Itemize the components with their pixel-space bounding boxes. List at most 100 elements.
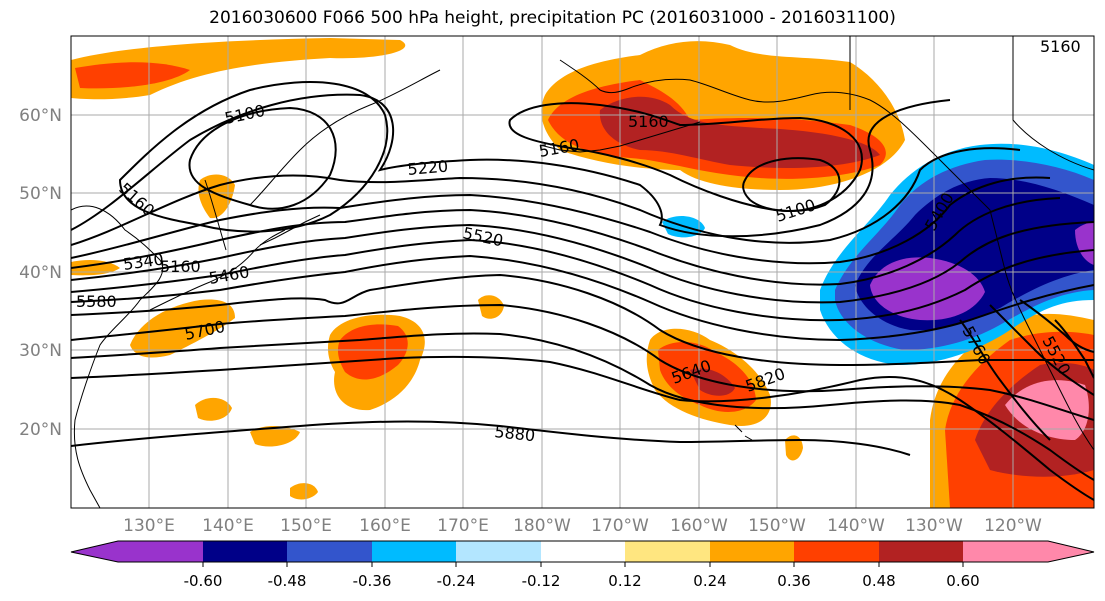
contour-5700-east — [989, 304, 1094, 396]
colorbar-tick-label: -0.60 — [184, 572, 223, 590]
lon-label: 160°W — [670, 516, 728, 536]
lon-label: 140°W — [827, 516, 885, 536]
precip-patch-neg-purple-east — [1075, 222, 1094, 265]
contour-5340 — [71, 176, 1051, 265]
lat-label: 60°N — [19, 106, 62, 126]
contour-5640-east — [1019, 299, 1094, 353]
precip-patch-small-2 — [195, 397, 232, 421]
colorbar-arrow-low — [71, 541, 118, 562]
coast-kurils — [259, 214, 321, 246]
coast-hawaii — [734, 424, 753, 441]
colorbar-tick-label: -0.12 — [522, 572, 561, 590]
colorbar-tick-label: -0.48 — [268, 572, 307, 590]
precip-patch-hawaii-dark — [690, 368, 735, 396]
colorbar-ticks — [202, 562, 964, 567]
colorbar-bin — [372, 541, 456, 562]
lat-label: 30°N — [19, 341, 62, 361]
coast-asia-east — [71, 205, 163, 508]
colorbar-bin — [794, 541, 879, 562]
coast-north-america — [989, 209, 1094, 451]
lon-label: 170°W — [591, 516, 649, 536]
coast-kamchatka — [249, 69, 441, 206]
precip-patch-small-5 — [785, 435, 803, 461]
precip-patch-nw-strip-core — [75, 62, 190, 89]
latitude-labels: 60°N 50°N 40°N 30°N 20°N — [19, 106, 62, 440]
colorbar-bin — [456, 541, 541, 562]
colorbar-outline — [70, 540, 1095, 563]
graticule — [71, 36, 1094, 508]
colorbar-bin — [625, 541, 710, 562]
contour-5220 — [71, 93, 951, 238]
contour-5160-alaska — [508, 102, 863, 212]
height-contours — [71, 81, 1094, 501]
colorbar: -0.60 -0.48 -0.36 -0.24 -0.12 0.12 0.24 … — [70, 540, 1095, 590]
coastlines — [71, 36, 1094, 508]
contour-5760-east — [959, 319, 1051, 441]
contour-label: 5580 — [76, 292, 117, 311]
precipitation-shading — [71, 38, 1094, 508]
colorbar-arrow-high — [1048, 541, 1094, 562]
colorbar-tick-label: 0.12 — [608, 572, 641, 590]
contour-5280 — [71, 147, 1021, 246]
contour-5760 — [71, 332, 1094, 481]
lon-label: 170°E — [437, 516, 489, 536]
contour-label: 5160 — [1040, 37, 1081, 56]
lon-label: 180°W — [513, 516, 571, 536]
contour-5640 — [71, 273, 1094, 367]
colorbar-tick-label: -0.24 — [437, 572, 476, 590]
colorbar-bin — [118, 541, 203, 562]
contour-5100-west — [188, 106, 337, 210]
contour-5580 — [71, 254, 1094, 342]
colorbar-tick-labels: -0.60 -0.48 -0.36 -0.24 -0.12 0.12 0.24 … — [184, 572, 980, 590]
precip-patch-nw-strip — [71, 38, 406, 100]
lon-label: 130°E — [123, 516, 175, 536]
contour-5400 — [71, 197, 1061, 286]
contour-5820 — [71, 355, 1094, 501]
colorbar-tick-label: 0.36 — [777, 572, 810, 590]
coast-alaska-west — [559, 59, 991, 211]
colorbar-bin — [203, 541, 287, 562]
longitude-labels: 130°E 140°E 150°E 160°E 170°E 180°W 170°… — [123, 516, 1042, 536]
contour-5100-alaska — [742, 157, 841, 213]
lon-label: 150°E — [280, 516, 332, 536]
colorbar-tick-label: 0.60 — [946, 572, 979, 590]
contour-label: 5220 — [407, 157, 449, 179]
precip-patch-small-4 — [290, 483, 318, 500]
lat-label: 40°N — [19, 263, 62, 283]
map-title: 2016030600 F066 500 hPa height, precipit… — [209, 8, 896, 28]
lon-label: 150°W — [748, 516, 806, 536]
contour-label: 5160 — [628, 112, 669, 131]
precip-patch-japan-north — [198, 174, 235, 219]
precip-patch-se-pink — [1005, 380, 1089, 440]
coast-aleutians — [539, 121, 701, 153]
map-frame — [70, 35, 1095, 509]
lat-label: 50°N — [19, 184, 62, 204]
lat-label: 20°N — [19, 420, 62, 440]
contour-5700 — [71, 303, 1094, 421]
colorbar-bin — [710, 541, 794, 562]
coast-sakhalin — [204, 179, 227, 251]
colorbar-tick-label: 0.24 — [693, 572, 726, 590]
precip-patch-small-1 — [478, 295, 504, 319]
coast-canada-border — [849, 36, 1094, 171]
colorbar-bin — [541, 541, 625, 562]
colorbar-bin — [963, 541, 1048, 562]
precip-patch-small-3 — [250, 426, 300, 447]
colorbar-tick-label: -0.36 — [353, 572, 392, 590]
lon-label: 140°E — [202, 516, 254, 536]
contour-5880 — [71, 420, 911, 456]
coast-japan — [149, 229, 286, 311]
contour-5520 — [71, 238, 1094, 322]
lon-label: 120°W — [984, 516, 1042, 536]
contour-label: 5880 — [494, 422, 536, 445]
colorbar-bin — [287, 541, 372, 562]
contour-5460 — [71, 221, 1094, 304]
colorbar-bin — [879, 541, 963, 562]
lon-label: 130°W — [905, 516, 963, 536]
lon-label: 160°E — [359, 516, 411, 536]
contour-5520-east — [1054, 319, 1094, 379]
colorbar-tick-label: 0.48 — [862, 572, 895, 590]
contour-label: 5160 — [160, 257, 201, 276]
precip-patch-neg-purple — [870, 257, 985, 321]
